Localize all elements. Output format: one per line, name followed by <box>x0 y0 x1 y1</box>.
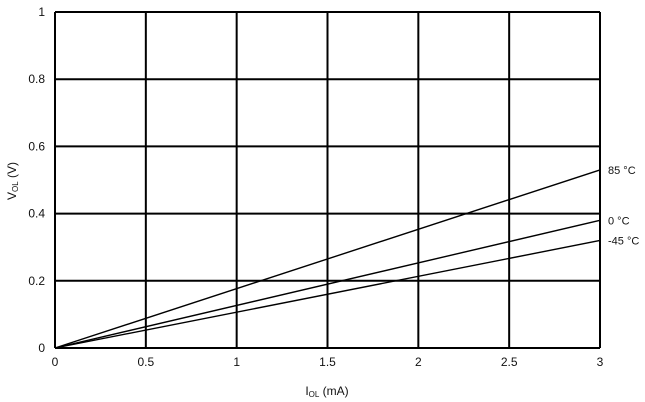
y-tick-label: 0.4 <box>28 207 45 221</box>
x-tick-label: 3 <box>597 355 604 369</box>
y-tick-label: 0.6 <box>28 139 45 153</box>
x-axis-label: IOL (mA) <box>305 384 348 399</box>
y-tick-label: 0 <box>38 341 45 355</box>
y-axis-label-unit: (V) <box>5 162 19 181</box>
x-tick-label: 2 <box>415 355 422 369</box>
y-tick-label: 0.8 <box>28 72 45 86</box>
series-line-2 <box>54 239 601 349</box>
x-axis-label-main: I <box>305 384 308 398</box>
y-axis-label-main: V <box>5 192 19 200</box>
series-labels: 85 °C 0 °C -45 °C <box>608 165 639 248</box>
x-tick-label: 1.5 <box>319 355 336 369</box>
x-axis-label-unit: (mA) <box>319 384 348 398</box>
series-label-1: 0 °C <box>608 215 630 227</box>
x-tick-label: 0 <box>52 355 59 369</box>
x-tick-labels: 0 0.5 1 1.5 2 2.5 3 <box>52 355 604 369</box>
x-tick-label: 2.5 <box>501 355 518 369</box>
y-tick-label: 1 <box>38 5 45 19</box>
series-label-2: -45 °C <box>608 235 639 247</box>
series-line-1 <box>54 219 601 349</box>
y-tick-labels: 0 0.2 0.4 0.6 0.8 1 <box>28 5 45 355</box>
x-tick-label: 1 <box>233 355 240 369</box>
y-axis-label: VOL (V) <box>5 162 20 200</box>
series-line-0 <box>54 169 601 349</box>
y-axis-label-sub: OL <box>11 181 20 192</box>
grid <box>54 11 601 349</box>
x-axis-label-sub: OL <box>309 390 320 399</box>
y-tick-label: 0.2 <box>28 274 45 288</box>
series-lines <box>54 169 601 349</box>
x-tick-label: 0.5 <box>137 355 154 369</box>
series-label-0: 85 °C <box>608 165 636 177</box>
